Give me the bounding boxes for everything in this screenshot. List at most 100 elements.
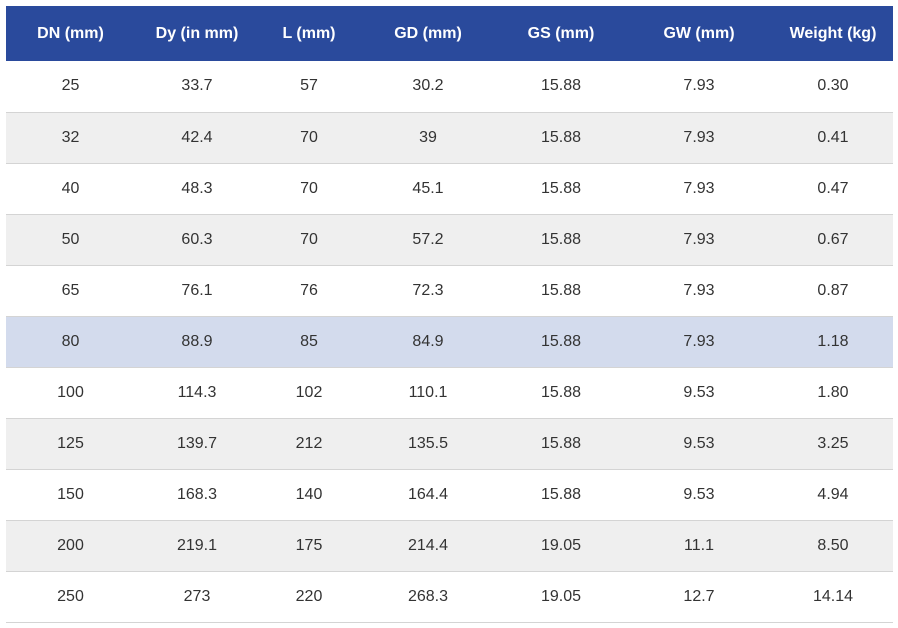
cell-l: 220 bbox=[295, 587, 323, 605]
cell-gw: 7.93 bbox=[683, 77, 715, 95]
cell-gw: 7.93 bbox=[683, 179, 715, 197]
table-body: 25 33.7 57 30.2 15.88 7.93 0.30 32 42.4 70 39 15.88… bbox=[6, 61, 893, 622]
cell-weight: 0.87 bbox=[817, 281, 849, 299]
cell-dy: 114.3 bbox=[177, 383, 217, 401]
cell-weight: 3.25 bbox=[817, 434, 849, 452]
cell-gd: 30.2 bbox=[412, 77, 444, 95]
cell-weight: 0.67 bbox=[817, 230, 849, 248]
cell-gw: 12.7 bbox=[683, 587, 715, 605]
cell-gw: 7.93 bbox=[683, 230, 715, 248]
cell-dn: 100 bbox=[57, 383, 84, 401]
cell-gs: 19.05 bbox=[540, 536, 582, 554]
cell-gw: 9.53 bbox=[683, 485, 715, 503]
cell-l: 212 bbox=[295, 434, 323, 452]
cell-gs: 19.05 bbox=[540, 587, 582, 605]
cell-l: 102 bbox=[295, 383, 323, 401]
cell-weight: 1.80 bbox=[817, 383, 849, 401]
cell-gs: 15.88 bbox=[540, 77, 582, 95]
header-l[interactable]: L (mm) bbox=[282, 24, 336, 42]
table-row[interactable]: 50 60.3 70 57.2 15.88 7.93 0.67 bbox=[6, 214, 893, 265]
table-row[interactable]: 40 48.3 70 45.1 15.88 7.93 0.47 bbox=[6, 163, 893, 214]
cell-gs: 15.88 bbox=[540, 230, 582, 248]
table-row[interactable]: 25 33.7 57 30.2 15.88 7.93 0.30 bbox=[6, 61, 893, 112]
cell-weight: 8.50 bbox=[817, 536, 849, 554]
cell-dy: 139.7 bbox=[176, 434, 218, 452]
dimensions-table: DN (mm) Dy (in mm) L (mm) GD (mm) GS (mm… bbox=[6, 6, 893, 623]
cell-l: 70 bbox=[300, 128, 318, 146]
header-gs[interactable]: GS (mm) bbox=[527, 24, 595, 42]
cell-gd: 45.1 bbox=[412, 179, 444, 197]
cell-gd: 72.3 bbox=[412, 281, 444, 299]
cell-l: 85 bbox=[300, 332, 318, 350]
cell-weight: 0.41 bbox=[817, 128, 849, 146]
cell-weight: 14.14 bbox=[812, 587, 854, 605]
cell-gd: 214.4 bbox=[407, 536, 449, 554]
cell-dn: 40 bbox=[61, 179, 80, 197]
cell-gd: 164.4 bbox=[407, 485, 449, 503]
table-row[interactable]: 80 88.9 85 84.9 15.88 7.93 1.18 bbox=[6, 316, 893, 367]
cell-gs: 15.88 bbox=[540, 281, 582, 299]
data-table-container: DN (mm) Dy (in mm) L (mm) GD (mm) GS (mm… bbox=[6, 6, 893, 623]
cell-dy: 88.9 bbox=[181, 332, 213, 350]
cell-dy: 273 bbox=[183, 587, 211, 605]
cell-gw: 9.53 bbox=[683, 383, 715, 401]
cell-l: 175 bbox=[295, 536, 323, 554]
header-gd[interactable]: GD (mm) bbox=[394, 24, 462, 42]
cell-dy: 33.7 bbox=[181, 77, 213, 95]
table-row[interactable]: 65 76.1 76 72.3 15.88 7.93 0.87 bbox=[6, 265, 893, 316]
cell-dn: 80 bbox=[61, 332, 80, 350]
cell-dn: 32 bbox=[61, 128, 80, 146]
cell-gw: 9.53 bbox=[683, 434, 715, 452]
cell-gd: 39 bbox=[419, 128, 437, 146]
cell-dy: 42.4 bbox=[181, 128, 213, 146]
cell-dn: 125 bbox=[57, 434, 84, 452]
table-header: DN (mm) Dy (in mm) L (mm) GD (mm) GS (mm… bbox=[6, 6, 893, 61]
table-row[interactable]: 100 114.3 102 110.1 15.88 9.53 1.80 bbox=[6, 367, 893, 418]
cell-gd: 110.1 bbox=[408, 383, 448, 401]
cell-gd: 268.3 bbox=[407, 587, 449, 605]
cell-dy: 219.1 bbox=[176, 536, 218, 554]
header-gw[interactable]: GW (mm) bbox=[663, 24, 735, 42]
cell-weight: 0.30 bbox=[817, 77, 849, 95]
cell-l: 70 bbox=[300, 179, 318, 197]
header-dy[interactable]: Dy (in mm) bbox=[155, 24, 239, 42]
cell-gw: 7.93 bbox=[683, 332, 715, 350]
cell-gw: 7.93 bbox=[683, 128, 715, 146]
cell-dy: 168.3 bbox=[176, 485, 218, 503]
cell-l: 140 bbox=[295, 485, 323, 503]
cell-gd: 135.5 bbox=[407, 434, 449, 452]
cell-gw: 7.93 bbox=[683, 281, 715, 299]
cell-l: 76 bbox=[300, 281, 318, 299]
cell-gs: 15.88 bbox=[540, 128, 582, 146]
cell-gw: 11.1 bbox=[684, 536, 714, 554]
cell-dy: 48.3 bbox=[181, 179, 213, 197]
cell-dn: 65 bbox=[61, 281, 80, 299]
cell-gs: 15.88 bbox=[540, 485, 582, 503]
cell-weight: 0.47 bbox=[817, 179, 849, 197]
cell-dn: 150 bbox=[57, 485, 84, 503]
cell-gs: 15.88 bbox=[540, 332, 582, 350]
table-row[interactable]: 150 168.3 140 164.4 15.88 9.53 4.94 bbox=[6, 469, 893, 520]
cell-gd: 57.2 bbox=[412, 230, 444, 248]
cell-l: 70 bbox=[300, 230, 318, 248]
cell-gs: 15.88 bbox=[540, 179, 582, 197]
cell-dy: 76.1 bbox=[181, 281, 213, 299]
cell-dn: 200 bbox=[57, 536, 84, 554]
cell-gs: 15.88 bbox=[540, 434, 582, 452]
cell-gd: 84.9 bbox=[412, 332, 444, 350]
cell-gs: 15.88 bbox=[540, 383, 582, 401]
table-row[interactable]: 200 219.1 175 214.4 19.05 11.1 8.50 bbox=[6, 520, 893, 571]
cell-dy: 60.3 bbox=[181, 230, 213, 248]
cell-dn: 50 bbox=[61, 230, 80, 248]
cell-weight: 1.18 bbox=[817, 332, 849, 350]
cell-l: 57 bbox=[300, 77, 318, 95]
header-row: DN (mm) Dy (in mm) L (mm) GD (mm) GS (mm… bbox=[6, 6, 893, 61]
header-weight[interactable]: Weight (kg) bbox=[789, 24, 877, 42]
header-dn[interactable]: DN (mm) bbox=[37, 24, 104, 42]
table-row[interactable]: 250 273 220 268.3 19.05 12.7 14.14 bbox=[6, 571, 893, 622]
cell-dn: 250 bbox=[57, 587, 84, 605]
cell-dn: 25 bbox=[61, 77, 80, 95]
table-row[interactable]: 125 139.7 212 135.5 15.88 9.53 3.25 bbox=[6, 418, 893, 469]
table-row[interactable]: 32 42.4 70 39 15.88 7.93 0.41 bbox=[6, 112, 893, 163]
cell-weight: 4.94 bbox=[817, 485, 849, 503]
